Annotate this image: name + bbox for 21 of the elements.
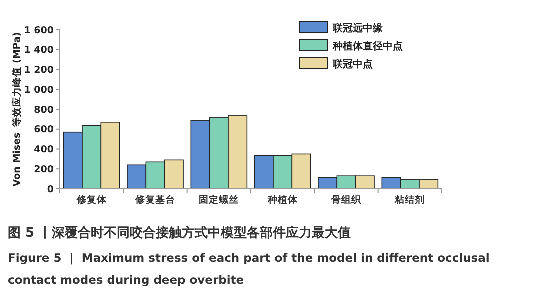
text: 图 5 丨深覆合时不同咬合接触方式中模型各部件应力最大值 bbox=[8, 225, 352, 241]
y-tick-label: 800 bbox=[34, 104, 54, 116]
legend-label: 联冠中点 bbox=[332, 58, 373, 70]
y-tick-label: 0 bbox=[47, 184, 54, 196]
x-tick-label: 修复基台 bbox=[134, 194, 176, 206]
y-tick-label: 1 200 bbox=[24, 65, 54, 76]
x-tick-label: 粘结剂 bbox=[394, 194, 426, 206]
legend-label: 种植体直径中点 bbox=[332, 40, 403, 52]
y-tick-label: 1 600 bbox=[24, 25, 54, 36]
y-tick-label: 200 bbox=[34, 164, 54, 176]
y-tick-label: 400 bbox=[34, 144, 54, 156]
x-tick-label: 修复体 bbox=[76, 194, 108, 206]
x-tick-label: 种植体 bbox=[266, 194, 299, 206]
text: Figure 5 | Maximum stress of each part of the model in different occlusal contact modes during deep overbite bbox=[8, 251, 490, 287]
y-tick-label: 600 bbox=[34, 124, 54, 136]
y-tick-label: 1 400 bbox=[24, 45, 54, 56]
y-tick-label: 1 000 bbox=[24, 84, 54, 96]
x-tick-label: 骨组织 bbox=[332, 194, 362, 206]
legend-label: 联冠远中缘 bbox=[332, 22, 383, 34]
y-axis-title: Von Mises 等效应力峰值 (MPa) bbox=[11, 32, 23, 187]
x-tick-label: 固定螺丝 bbox=[199, 194, 240, 206]
